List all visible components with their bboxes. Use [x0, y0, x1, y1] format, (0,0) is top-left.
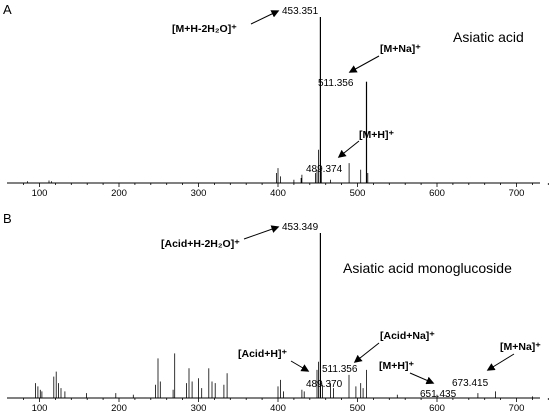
panel-b-arrow-4: [409, 372, 435, 385]
panel-a-tick-label: 500: [350, 188, 366, 199]
panel-b-tick-label: 500: [350, 403, 366, 414]
panel-a-tick-label: 400: [270, 188, 286, 199]
panel-a-ion-label-2: [M+Na]⁺: [380, 43, 421, 55]
panel-a-arrow-3: [337, 140, 360, 158]
panel-a-peak-label-1: 453.351: [282, 6, 319, 17]
panel-b-peak-label-5: 673.415: [452, 378, 489, 389]
panel-b-peak-label-2: 511.356: [322, 364, 358, 375]
panel-a-tick-label: 700: [509, 188, 525, 199]
panel-b-peak-label-3: 489.370: [306, 379, 343, 390]
panel-b-x-ticks: 100 200 300 400 500 600 700: [23, 398, 549, 414]
panel-b-ion-label-1: [Acid+H-2H₂O]⁺: [161, 238, 240, 250]
panel-a-peaks: [27, 17, 369, 183]
panel-b-tick-label: 200: [111, 403, 127, 414]
panel-b-tick-label: 600: [429, 403, 445, 414]
panel-b-peak-label-4: 651.435: [420, 389, 457, 400]
panel-b-tick-label: 700: [509, 403, 525, 414]
panel-a-arrow-1: [250, 10, 280, 25]
panel-a-arrow-2: [348, 55, 380, 73]
panel-b-arrow-5: [486, 353, 515, 371]
panel-b-ion-label-2: [Acid+Na]⁺: [380, 330, 435, 342]
panel-b-tick-label: 300: [191, 403, 207, 414]
panel-b-tick-label: 100: [32, 403, 48, 414]
panel-b-tick-label: 400: [270, 403, 286, 414]
panel-a-ion-label-1: [M+H-2H₂O]⁺: [172, 23, 237, 35]
panel-b-title: Asiatic acid monoglucoside: [343, 260, 512, 276]
panel-b-arrow-1: [243, 225, 280, 240]
panel-a-peak-label-2: 511.356: [318, 78, 354, 89]
panel-a-peak-label-3: 489.374: [306, 164, 343, 175]
panel-a-title: Asiatic acid: [453, 29, 524, 45]
panel-b-peaks: [35, 233, 533, 398]
panel-letter-b: B: [3, 211, 12, 226]
panel-b-ion-label-3: [Acid+H]⁺: [238, 348, 287, 360]
panel-a-ion-label-3: [M+H]⁺: [359, 129, 394, 141]
panel-b-arrow-2: [353, 342, 380, 363]
panel-b-ion-label-5: [M+Na]⁺: [500, 341, 541, 353]
panel-b-ion-label-4: [M+H]⁺: [379, 360, 414, 372]
panel-a-spectrum: A Asiatic acid 100 200 300 400 500 600 700 [M+…: [3, 2, 549, 199]
panel-a-tick-label: 600: [429, 188, 445, 199]
panel-a-tick-label: 200: [111, 188, 127, 199]
panel-letter-a: A: [3, 2, 12, 17]
panel-a-x-ticks: 100 200 300 400 500 600 700: [23, 183, 549, 199]
panel-b-spectrum: B Asiatic acid monoglucoside 100 200 300 40…: [3, 211, 549, 414]
panel-b-arrow-3: [290, 360, 310, 372]
panel-a-tick-label: 100: [32, 188, 48, 199]
panel-a-tick-label: 300: [191, 188, 207, 199]
panel-b-peak-label-1: 453.349: [282, 222, 319, 233]
